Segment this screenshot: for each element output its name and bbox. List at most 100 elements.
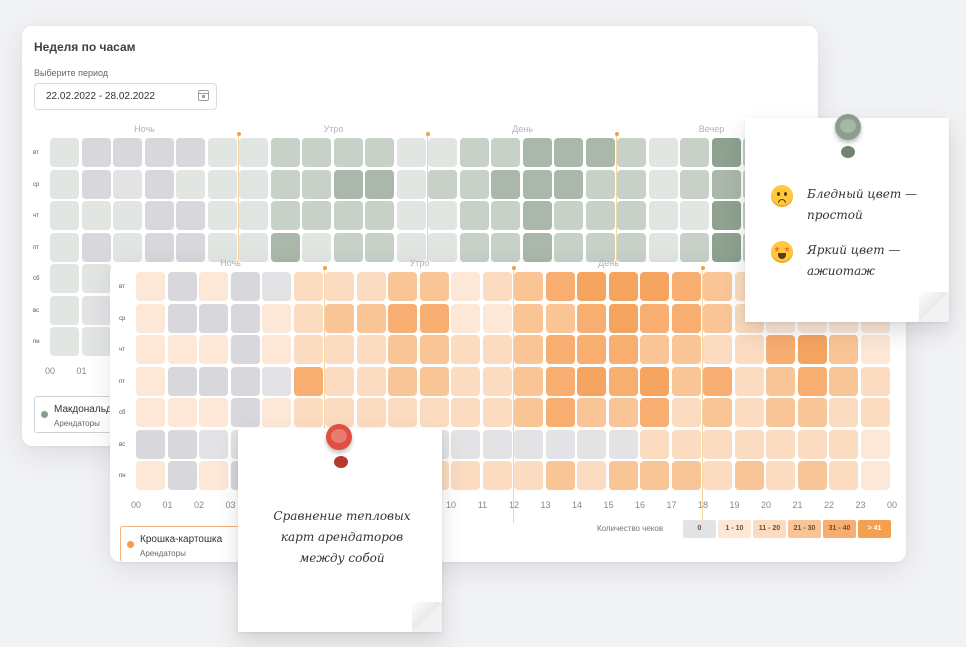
hour-label: 01: [76, 365, 87, 376]
scale-item: 0: [683, 520, 716, 538]
hour-label: 18: [697, 499, 709, 510]
sticky-note-legend: Бледный цвет — простой Яркий цвет — ажио…: [745, 114, 949, 322]
hour-label: 00: [130, 499, 142, 510]
heatmap-cell: [797, 366, 827, 396]
heatmap-cell: [270, 138, 300, 167]
legend-dot: [41, 411, 48, 418]
heatmap-cell: [356, 335, 386, 364]
heatmap-cell: [545, 303, 575, 333]
hour-label: 03: [225, 499, 236, 510]
heatmap-cell: [711, 232, 741, 262]
heatmap-cell: [50, 138, 79, 167]
pin-shadow: [841, 146, 855, 158]
heatmap-cell: [648, 138, 678, 167]
heatmap-cell: [396, 201, 426, 230]
heatmap-cell: [262, 272, 291, 301]
heatmap-cell: [207, 201, 237, 230]
heatmap-cell: [207, 138, 237, 167]
heatmap-cell: [648, 201, 678, 230]
note-item-pale: Бледный цвет — простой: [807, 187, 918, 222]
heatmap-cell: [325, 272, 354, 301]
day-label: пт: [33, 244, 39, 251]
heatmap-cell: [482, 398, 512, 427]
heatmap-cell: [608, 461, 638, 490]
heatmap-cell: [459, 201, 489, 230]
heatmap-cell: [608, 335, 638, 364]
heatmap-cell: [50, 295, 79, 325]
heatmap-cell: [50, 169, 79, 199]
heatmap-cell: [325, 398, 354, 427]
hour-label: 00: [886, 499, 898, 510]
heatmap-cell: [671, 303, 701, 333]
heatmap-cell: [81, 327, 111, 356]
date-range-input[interactable]: 22.02.2022 - 28.02.2022: [34, 83, 217, 110]
heatmap-cell: [545, 398, 575, 427]
heatmap-cell: [703, 335, 732, 364]
day-label: пт: [119, 378, 125, 385]
day-label: ср: [33, 181, 40, 188]
heatmap-cell: [293, 303, 323, 333]
heatmap-cell: [711, 201, 741, 230]
heatmap-cell: [514, 335, 543, 364]
heatmap-cell: [239, 201, 268, 230]
hour-label: 16: [634, 499, 646, 510]
heatmap-cell: [766, 335, 795, 364]
heatmap-cell: [239, 138, 268, 167]
heatmap-cell: [829, 335, 858, 364]
heatmap-cell: [585, 138, 615, 167]
heatmap-cell: [428, 201, 457, 230]
heatmap-cell: [230, 366, 260, 396]
heatmap-cell: [491, 138, 520, 167]
tenant-legend-kroshka-kartoshka[interactable]: Крошка-картошка Арендаторы: [120, 526, 248, 562]
heatmap-cell: [514, 303, 543, 333]
pin-shadow: [334, 456, 348, 468]
heatmap-cell: [829, 398, 858, 427]
period-divider: [425, 132, 430, 389]
heatmap-cell: [522, 138, 552, 167]
heatmap-cell: [50, 264, 79, 293]
heatmap-cell: [482, 272, 512, 301]
period-label-3: Вечер: [698, 124, 725, 134]
period-divider: [700, 266, 705, 523]
heatmap-cell: [239, 232, 268, 262]
heatmap-cell: [734, 366, 764, 396]
heatmap-cell: [797, 398, 827, 427]
heatmap-cell: [144, 138, 174, 167]
calendar-icon[interactable]: [198, 90, 209, 101]
heatmap-cell: [585, 232, 615, 262]
heatmap-cell: [302, 201, 331, 230]
hour-label: 20: [760, 499, 772, 510]
heatmap-cell: [451, 429, 480, 459]
heatmap-cell: [829, 429, 858, 459]
day-label: чт: [33, 213, 39, 219]
heatmap-cell: [860, 461, 890, 490]
heatmap-cell: [522, 201, 552, 230]
heatmap-cell: [50, 201, 79, 230]
heatmap-cell: [365, 169, 394, 199]
heatmap-cell: [703, 461, 732, 490]
heatmap-cell: [199, 272, 228, 301]
heatmap-cell: [554, 138, 583, 167]
heatmap-cell: [577, 398, 606, 427]
day-label: пн: [33, 339, 40, 345]
hour-label: 17: [666, 499, 677, 510]
heatmap-cell: [608, 303, 638, 333]
heatmap-cell: [270, 232, 300, 262]
day-label: вс: [33, 307, 40, 314]
heatmap-cell: [207, 232, 237, 262]
heatmap-cell: [860, 366, 890, 396]
heatmap-cell: [671, 335, 701, 364]
heatmap-cell: [577, 272, 606, 301]
heatmap-cell: [482, 429, 512, 459]
heatmap-cell: [734, 429, 764, 459]
heatmap-cell: [113, 232, 142, 262]
heatmap-cell: [459, 138, 489, 167]
heatmap-cell: [356, 398, 386, 427]
heatmap-cell: [167, 366, 197, 396]
heatmap-cell: [491, 201, 520, 230]
heatmap-cell: [671, 429, 701, 459]
heatmap-cell: [545, 272, 575, 301]
heatmap-cell: [419, 366, 449, 396]
heatmap-cell: [325, 366, 354, 396]
hour-label: 01: [162, 499, 173, 510]
